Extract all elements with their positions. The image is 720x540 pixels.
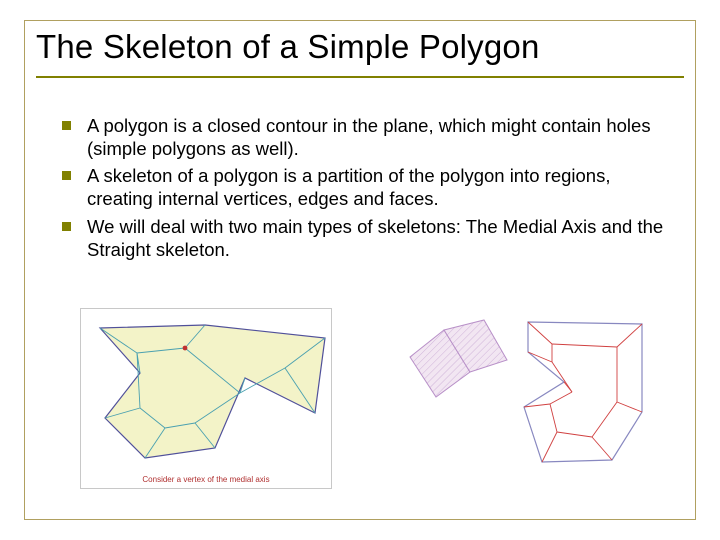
title-underline — [36, 76, 684, 78]
bullet-item: A polygon is a closed contour in the pla… — [62, 114, 670, 160]
bullet-text: A skeleton of a polygon is a partition o… — [87, 164, 670, 210]
figures-row: Consider a vertex of the medial axis — [80, 308, 670, 489]
straight-skeleton-svg — [392, 312, 650, 472]
slide-title: The Skeleton of a Simple Polygon — [36, 28, 684, 72]
bullet-list: A polygon is a closed contour in the pla… — [62, 114, 670, 265]
bullet-item: A skeleton of a polygon is a partition o… — [62, 164, 670, 210]
figure-straight-skeleton — [388, 308, 648, 489]
title-area: The Skeleton of a Simple Polygon — [36, 28, 684, 78]
bullet-marker-icon — [62, 222, 71, 231]
bullet-text: We will deal with two main types of skel… — [87, 215, 670, 261]
bullet-item: We will deal with two main types of skel… — [62, 215, 670, 261]
figure-caption: Consider a vertex of the medial axis — [85, 475, 327, 484]
medial-axis-svg — [85, 313, 329, 473]
bullet-marker-icon — [62, 171, 71, 180]
bullet-text: A polygon is a closed contour in the pla… — [87, 114, 670, 160]
bullet-marker-icon — [62, 121, 71, 130]
figure-medial-axis: Consider a vertex of the medial axis — [80, 308, 332, 489]
